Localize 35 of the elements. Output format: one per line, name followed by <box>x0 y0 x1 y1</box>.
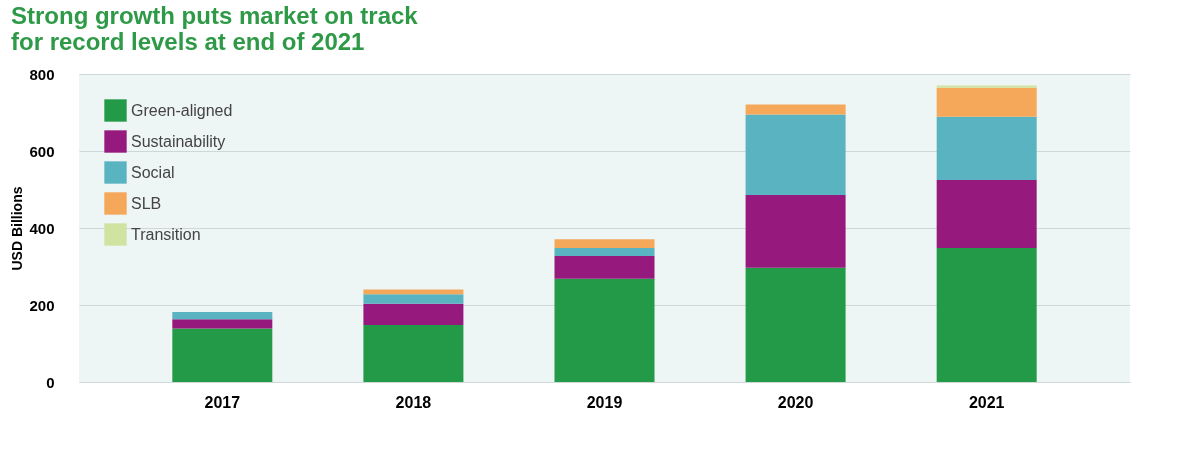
bar <box>745 267 846 382</box>
x-tick-label: 2021 <box>968 393 1005 411</box>
bar <box>363 303 464 326</box>
y-tick-label: 200 <box>29 296 55 314</box>
x-tick-label: 2019 <box>586 393 623 411</box>
legend-label: Sustainability <box>131 132 226 150</box>
chart-title: Strong growth puts market on track for record levels at end of 2021 <box>10 2 419 55</box>
bar <box>745 104 846 115</box>
bar <box>172 328 273 382</box>
legend-label: Social <box>131 163 175 181</box>
y-tick-label: 400 <box>29 219 55 237</box>
y-axis-title: USD Billions <box>9 186 26 271</box>
y-tick-label: 800 <box>29 65 55 83</box>
bar <box>554 248 655 257</box>
bar <box>554 278 655 382</box>
bar <box>745 194 846 268</box>
legend-label: Green-aligned <box>131 101 233 119</box>
x-tick-label: 2018 <box>395 393 432 411</box>
bar <box>554 256 655 279</box>
legend-label: SLB <box>131 194 162 212</box>
bar <box>936 248 1037 382</box>
bar <box>936 87 1037 117</box>
x-tick-label: 2017 <box>204 393 241 411</box>
y-tick-label: 600 <box>29 142 55 160</box>
bar <box>172 319 273 329</box>
x-tick-label: 2020 <box>777 393 814 411</box>
y-tick-label: 0 <box>46 373 55 391</box>
legend-label: Transition <box>131 225 201 243</box>
bar <box>363 294 464 304</box>
bar <box>936 179 1037 249</box>
bar <box>936 116 1037 180</box>
bar <box>554 239 655 249</box>
bar <box>745 114 846 195</box>
bar <box>363 325 464 382</box>
bar <box>172 311 273 320</box>
